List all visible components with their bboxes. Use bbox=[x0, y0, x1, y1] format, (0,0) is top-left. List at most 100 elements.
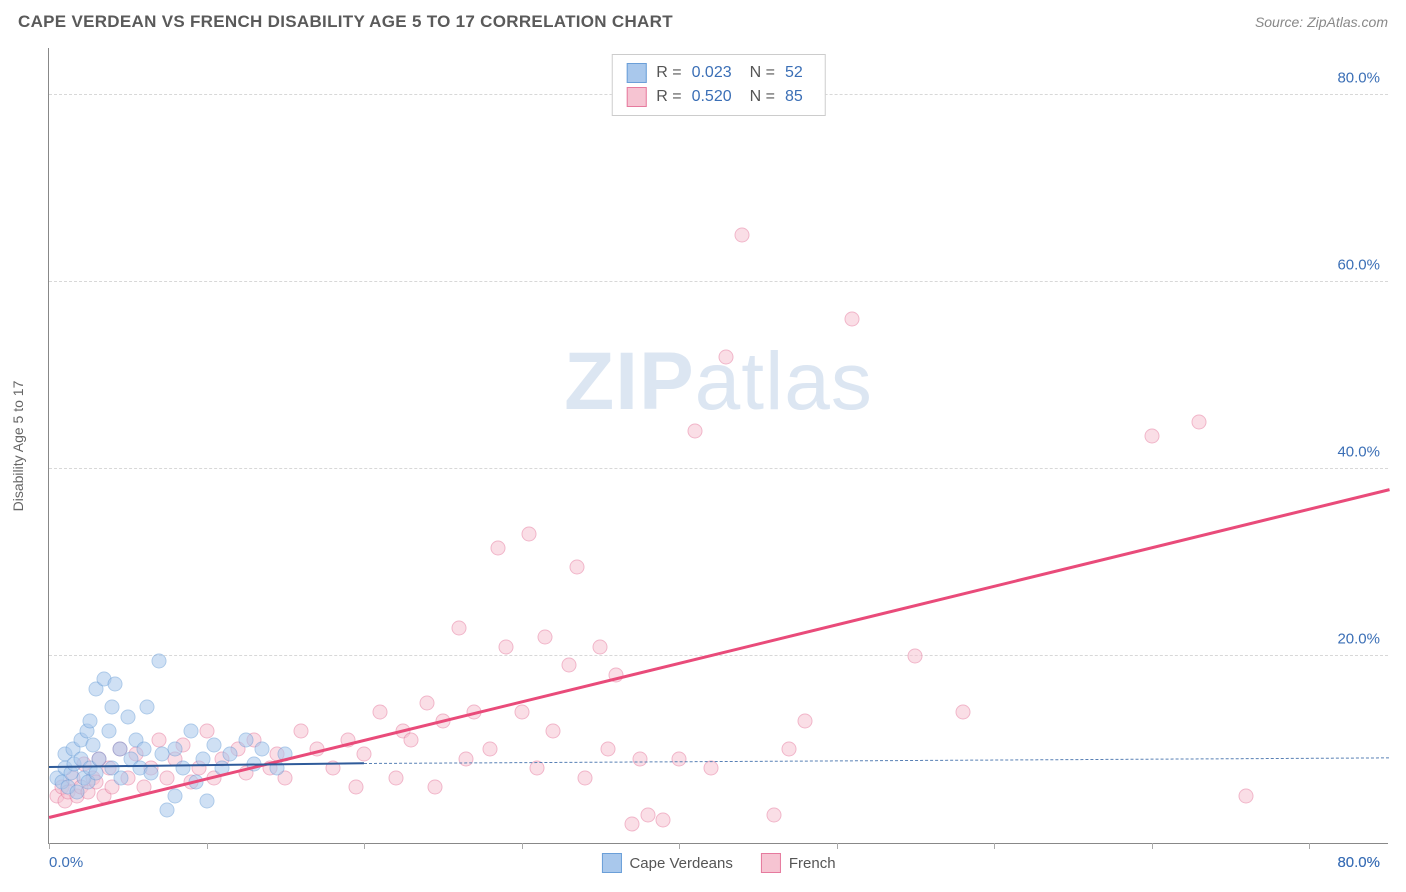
x-tick bbox=[49, 843, 50, 849]
scatter-point bbox=[372, 705, 387, 720]
scatter-point bbox=[86, 737, 101, 752]
scatter-point bbox=[160, 770, 175, 785]
scatter-point bbox=[538, 630, 553, 645]
x-tick bbox=[364, 843, 365, 849]
x-tick bbox=[1152, 843, 1153, 849]
scatter-point bbox=[908, 648, 923, 663]
scatter-point bbox=[577, 770, 592, 785]
x-tick bbox=[837, 843, 838, 849]
stats-r-label: R = bbox=[656, 88, 681, 106]
stats-r-value: 0.023 bbox=[692, 64, 732, 82]
stats-row: R = 0.520 N = 85 bbox=[626, 85, 811, 109]
chart-title: CAPE VERDEAN VS FRENCH DISABILITY AGE 5 … bbox=[18, 12, 673, 32]
scatter-point bbox=[183, 723, 198, 738]
scatter-point bbox=[624, 817, 639, 832]
x-tick-label: 80.0% bbox=[1337, 854, 1380, 871]
gridline bbox=[49, 655, 1388, 656]
legend-label: Cape Verdeans bbox=[629, 855, 732, 872]
bottom-legend: Cape Verdeans French bbox=[601, 853, 835, 873]
scatter-point bbox=[546, 723, 561, 738]
scatter-point bbox=[955, 705, 970, 720]
scatter-point bbox=[672, 751, 687, 766]
legend-label: French bbox=[789, 855, 836, 872]
scatter-point bbox=[199, 723, 214, 738]
x-tick bbox=[1309, 843, 1310, 849]
scatter-point bbox=[782, 742, 797, 757]
scatter-point bbox=[593, 639, 608, 654]
y-tick-label: 60.0% bbox=[1337, 256, 1380, 273]
scatter-point bbox=[687, 424, 702, 439]
trendline bbox=[49, 488, 1390, 818]
chart-source: Source: ZipAtlas.com bbox=[1255, 14, 1388, 30]
scatter-point bbox=[1191, 415, 1206, 430]
plot-area: ZIPatlas 20.0%40.0%60.0%80.0%0.0%80.0%80… bbox=[48, 48, 1388, 844]
scatter-point bbox=[82, 714, 97, 729]
x-tick bbox=[522, 843, 523, 849]
scatter-point bbox=[175, 761, 190, 776]
x-tick bbox=[679, 843, 680, 849]
scatter-point bbox=[719, 349, 734, 364]
legend-swatch bbox=[761, 853, 781, 873]
scatter-point bbox=[136, 742, 151, 757]
scatter-point bbox=[108, 677, 123, 692]
trendline-extension bbox=[364, 757, 1389, 764]
scatter-point bbox=[569, 560, 584, 575]
watermark-zip: ZIP bbox=[564, 336, 695, 427]
gridline bbox=[49, 468, 1388, 469]
legend-item: French bbox=[761, 853, 836, 873]
scatter-point bbox=[601, 742, 616, 757]
scatter-point bbox=[238, 733, 253, 748]
scatter-point bbox=[845, 312, 860, 327]
chart-header: CAPE VERDEAN VS FRENCH DISABILITY AGE 5 … bbox=[0, 0, 1406, 40]
x-tick bbox=[207, 843, 208, 849]
stats-n-value: 85 bbox=[785, 88, 803, 106]
scatter-point bbox=[144, 765, 159, 780]
stats-n-label: N = bbox=[750, 64, 775, 82]
scatter-point bbox=[404, 733, 419, 748]
legend-item: Cape Verdeans bbox=[601, 853, 732, 873]
y-tick-label: 20.0% bbox=[1337, 630, 1380, 647]
scatter-point bbox=[656, 812, 671, 827]
stats-n-label: N = bbox=[750, 88, 775, 106]
scatter-point bbox=[152, 653, 167, 668]
scatter-point bbox=[168, 742, 183, 757]
x-tick bbox=[994, 843, 995, 849]
y-tick-label: 40.0% bbox=[1337, 443, 1380, 460]
scatter-point bbox=[254, 742, 269, 757]
scatter-point bbox=[294, 723, 309, 738]
scatter-point bbox=[120, 709, 135, 724]
scatter-point bbox=[420, 695, 435, 710]
legend-swatch bbox=[601, 853, 621, 873]
scatter-point bbox=[483, 742, 498, 757]
scatter-point bbox=[1144, 429, 1159, 444]
scatter-point bbox=[766, 807, 781, 822]
scatter-point bbox=[632, 751, 647, 766]
scatter-point bbox=[522, 527, 537, 542]
scatter-point bbox=[703, 761, 718, 776]
scatter-point bbox=[114, 770, 129, 785]
scatter-point bbox=[451, 620, 466, 635]
correlation-stats-box: R = 0.023 N = 52 R = 0.520 N = 85 bbox=[611, 54, 826, 116]
scatter-point bbox=[199, 793, 214, 808]
gridline bbox=[49, 281, 1388, 282]
scatter-point bbox=[459, 751, 474, 766]
scatter-point bbox=[168, 789, 183, 804]
stats-r-label: R = bbox=[656, 64, 681, 82]
scatter-point bbox=[640, 807, 655, 822]
x-tick-label: 0.0% bbox=[49, 854, 83, 871]
scatter-point bbox=[735, 228, 750, 243]
scatter-point bbox=[1239, 789, 1254, 804]
scatter-point bbox=[357, 747, 372, 762]
stats-n-value: 52 bbox=[785, 64, 803, 82]
legend-swatch bbox=[626, 63, 646, 83]
stats-r-value: 0.520 bbox=[692, 88, 732, 106]
scatter-point bbox=[349, 779, 364, 794]
scatter-point bbox=[223, 747, 238, 762]
y-axis-label: Disability Age 5 to 17 bbox=[10, 381, 26, 512]
scatter-point bbox=[89, 765, 104, 780]
legend-swatch bbox=[626, 87, 646, 107]
scatter-point bbox=[561, 658, 576, 673]
chart-container: Disability Age 5 to 17 ZIPatlas 20.0%40.… bbox=[48, 48, 1388, 844]
scatter-point bbox=[207, 737, 222, 752]
scatter-point bbox=[427, 779, 442, 794]
